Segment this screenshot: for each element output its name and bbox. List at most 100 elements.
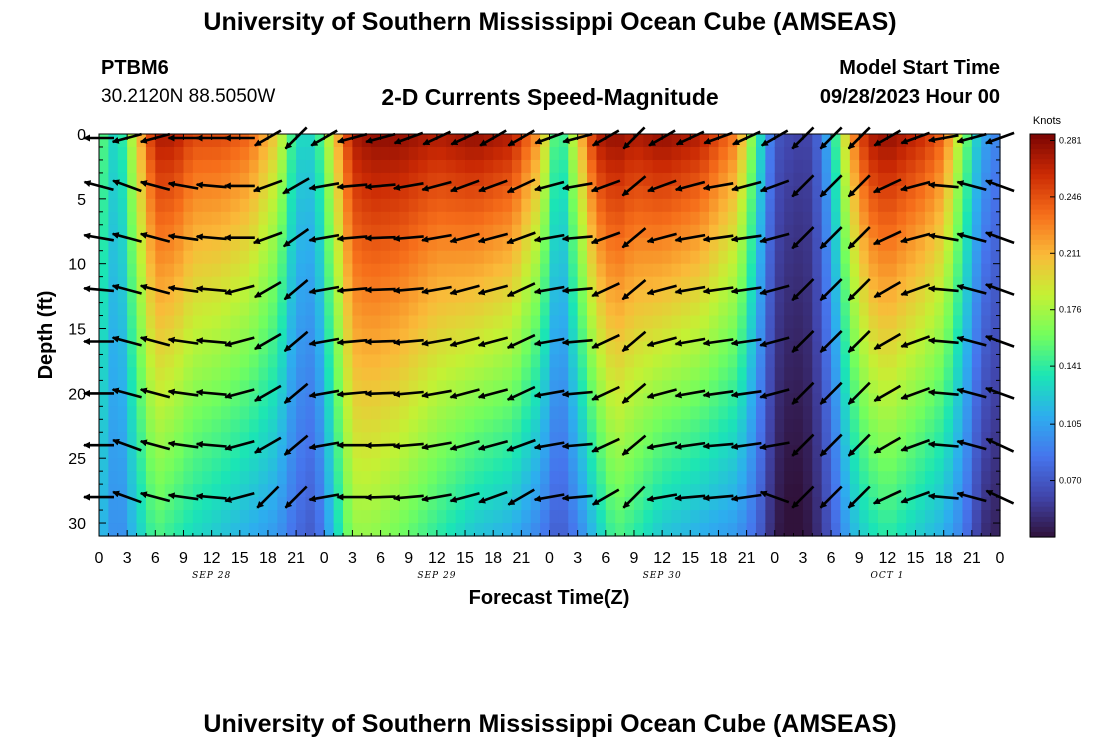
heatmap-cell	[521, 458, 532, 472]
heatmap-cell	[774, 198, 785, 213]
heatmap-cell	[305, 432, 316, 446]
date-label: SEP 28	[192, 571, 231, 581]
heatmap-cell	[380, 211, 391, 226]
heatmap-cell	[802, 159, 813, 174]
heatmap-cell	[755, 185, 766, 200]
heatmap-cell	[183, 432, 194, 446]
heatmap-cell	[192, 432, 203, 446]
heatmap-cell	[643, 211, 654, 226]
heatmap-cell	[643, 224, 654, 239]
heatmap-cell	[474, 302, 485, 317]
heatmap-cell	[624, 315, 635, 330]
heatmap-cell	[511, 302, 522, 317]
current-vector-arrow	[956, 439, 987, 451]
heatmap-cell	[127, 419, 138, 433]
heatmap-cell	[145, 341, 156, 356]
heatmap-cell	[511, 393, 522, 407]
heatmap-cell	[896, 458, 907, 472]
heatmap-cell	[408, 367, 419, 381]
heatmap-cell	[558, 406, 569, 420]
heatmap-cell	[286, 445, 297, 459]
heatmap-cell	[127, 172, 138, 187]
heatmap-cell	[483, 276, 494, 291]
heatmap-cell	[784, 367, 795, 381]
heatmap-cell	[624, 237, 635, 252]
heatmap-cell	[361, 237, 372, 252]
heatmap-cell	[380, 263, 391, 278]
heatmap-cell	[418, 406, 429, 420]
heatmap-cell	[624, 341, 635, 356]
heatmap-cell	[605, 328, 616, 343]
heatmap-cell	[333, 250, 344, 265]
heatmap-cell	[277, 497, 288, 511]
heatmap-cell	[802, 211, 813, 226]
heatmap-cell	[399, 432, 410, 446]
heatmap-cell	[155, 185, 166, 200]
heatmap-cell	[446, 211, 457, 226]
heatmap-cell	[746, 523, 757, 537]
heatmap-cell	[211, 237, 222, 252]
heatmap-cell	[605, 289, 616, 304]
heatmap-cell	[896, 237, 907, 252]
heatmap-cell	[108, 367, 119, 381]
colorbar-segment	[1030, 516, 1055, 523]
heatmap-cell	[511, 341, 522, 356]
heatmap-cell	[784, 172, 795, 187]
heatmap-cell	[765, 393, 776, 407]
heatmap-cell	[971, 393, 982, 407]
heatmap-cell	[483, 380, 494, 394]
heatmap-cell	[155, 224, 166, 239]
current-vector-arrow	[927, 232, 959, 242]
heatmap-cell	[802, 237, 813, 252]
heatmap-cell	[671, 458, 682, 472]
heatmap-cell	[408, 419, 419, 433]
heatmap-cell	[239, 172, 250, 187]
heatmap-cell	[793, 380, 804, 394]
heatmap-cell	[249, 146, 260, 161]
current-vector-arrow	[392, 338, 424, 346]
heatmap-cell	[117, 146, 128, 161]
heatmap-cell	[333, 510, 344, 524]
colorbar-segment	[1030, 496, 1055, 503]
heatmap-cell	[145, 471, 156, 485]
current-vector-arrow	[195, 337, 227, 345]
heatmap-cell	[164, 159, 175, 174]
heatmap-cell	[540, 250, 551, 265]
heatmap-cell	[887, 237, 898, 252]
heatmap-cell	[361, 250, 372, 265]
heatmap-cell	[108, 497, 119, 511]
current-vector-arrow	[282, 228, 310, 248]
heatmap-cell	[962, 354, 973, 369]
heatmap-cell	[183, 263, 194, 278]
heatmap-cell	[709, 146, 720, 161]
heatmap-cell	[962, 224, 973, 239]
heatmap-cell	[239, 224, 250, 239]
heatmap-cell	[455, 159, 466, 174]
heatmap-cell	[568, 146, 579, 161]
heatmap-cell	[831, 367, 842, 381]
heatmap-cell	[924, 250, 935, 265]
heatmap-cell	[971, 289, 982, 304]
heatmap-cell	[99, 432, 109, 446]
heatmap-cell	[549, 198, 560, 213]
heatmap-cell	[774, 263, 785, 278]
heatmap-cell	[840, 523, 851, 537]
current-vector-arrow	[900, 232, 931, 244]
heatmap-cell	[981, 393, 992, 407]
heatmap-cell	[108, 185, 119, 200]
heatmap-cell	[971, 523, 982, 537]
heatmap-cell	[343, 458, 354, 472]
heatmap-cell	[690, 250, 701, 265]
heatmap-cell	[605, 276, 616, 291]
current-vector-arrow	[819, 433, 843, 457]
colorbar-segment	[1030, 325, 1055, 332]
heatmap-cell	[690, 276, 701, 291]
current-vector-arrow	[392, 234, 424, 242]
heatmap-cell	[108, 198, 119, 213]
station-id: PTBM6	[101, 57, 169, 79]
current-vector-arrow	[621, 434, 647, 456]
heatmap-cell	[877, 198, 888, 213]
colorbar-segment	[1030, 526, 1055, 533]
heatmap-cell	[868, 159, 879, 174]
heatmap-cell	[662, 172, 673, 187]
